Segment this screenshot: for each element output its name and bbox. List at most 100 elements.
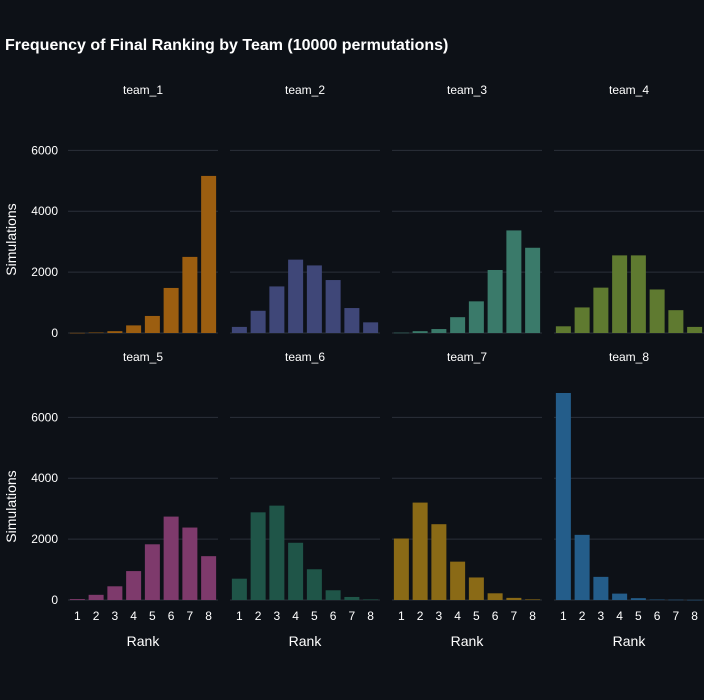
y-tick-label: 0 <box>51 326 58 340</box>
x-tick-label: 5 <box>149 609 156 623</box>
bar <box>393 332 409 334</box>
panel-team-5: team_5 1 2 3 4 5 6 7 8 Rank <box>68 350 218 649</box>
y-tick-label: 0 <box>51 593 58 607</box>
bar <box>574 534 590 600</box>
x-tick-label: 8 <box>367 609 374 623</box>
y-tick-label: 2000 <box>31 532 58 546</box>
y-tick-label: 6000 <box>31 143 58 157</box>
x-tick-label: 3 <box>598 609 605 623</box>
x-tick-label: 2 <box>579 609 586 623</box>
x-axis-label: Rank <box>289 633 323 649</box>
bar <box>231 578 247 600</box>
bar <box>107 331 123 333</box>
bar <box>344 596 360 600</box>
bar <box>687 599 703 601</box>
y-tick-label: 6000 <box>31 410 58 424</box>
x-tick-label: 2 <box>417 609 424 623</box>
panel-title: team_2 <box>285 83 325 97</box>
x-tick-label: 4 <box>130 609 137 623</box>
bar <box>201 175 217 333</box>
x-tick-label: 4 <box>454 609 461 623</box>
bar <box>231 326 247 333</box>
bar <box>506 597 522 600</box>
bar <box>668 599 684 601</box>
bar <box>412 331 428 333</box>
bar <box>431 524 447 600</box>
panel-team-4: team_4 <box>554 83 704 334</box>
x-tick-label: 8 <box>529 609 536 623</box>
bar <box>144 315 160 333</box>
bar <box>574 307 590 333</box>
y-axis-label: Simulations <box>3 470 19 542</box>
panel-title: team_8 <box>609 350 649 364</box>
panel-team-8: team_8 1 2 3 4 5 6 7 8 Rank <box>554 350 704 649</box>
bar <box>69 599 85 600</box>
bar <box>288 542 304 600</box>
x-tick-label: 7 <box>673 609 680 623</box>
panel-title: team_6 <box>285 350 325 364</box>
chart-title: Frequency of Final Ranking by Team (1000… <box>5 37 448 54</box>
bar <box>593 576 609 600</box>
x-tick-label: 3 <box>112 609 119 623</box>
x-axis-label: Rank <box>613 633 647 649</box>
x-axis-label: Rank <box>451 633 485 649</box>
bar <box>163 287 179 333</box>
bar <box>468 577 484 600</box>
x-tick-label: 7 <box>349 609 356 623</box>
y-axis-label: Simulations <box>3 203 19 275</box>
bar <box>363 599 379 600</box>
bar <box>506 230 522 333</box>
bar <box>468 301 484 333</box>
bar <box>126 325 142 333</box>
bar <box>325 280 341 333</box>
bar <box>450 317 466 333</box>
bar <box>69 332 85 334</box>
bar <box>612 255 628 333</box>
y-tick-label: 4000 <box>31 471 58 485</box>
bar <box>288 259 304 333</box>
bar <box>363 322 379 333</box>
bar <box>593 287 609 333</box>
bar <box>269 505 285 600</box>
bar <box>201 556 217 600</box>
panel-team-1: team_1 <box>68 83 218 334</box>
bar <box>250 512 266 600</box>
bar <box>325 590 341 600</box>
x-tick-label: 6 <box>330 609 337 623</box>
bar <box>88 332 104 334</box>
bar <box>487 593 503 600</box>
bar <box>555 393 571 600</box>
x-tick-label: 1 <box>398 609 405 623</box>
x-tick-label: 2 <box>255 609 262 623</box>
x-tick-label: 8 <box>691 609 698 623</box>
x-tick-label: 7 <box>187 609 194 623</box>
bar <box>182 256 198 333</box>
x-tick-label: 1 <box>236 609 243 623</box>
x-tick-label: 6 <box>168 609 175 623</box>
bar <box>306 265 322 333</box>
x-tick-label: 6 <box>492 609 499 623</box>
bar <box>306 569 322 600</box>
x-tick-label: 2 <box>93 609 100 623</box>
bar <box>525 247 541 333</box>
x-tick-label: 6 <box>654 609 661 623</box>
panel-team-2: team_2 <box>230 83 380 334</box>
bar <box>269 286 285 333</box>
bar <box>649 599 665 601</box>
bar <box>487 269 503 333</box>
x-tick-label: 5 <box>473 609 480 623</box>
x-tick-label: 1 <box>74 609 81 623</box>
bar <box>431 329 447 333</box>
x-axis-label: Rank <box>127 633 161 649</box>
x-tick-label: 4 <box>616 609 623 623</box>
bar <box>450 561 466 600</box>
bar <box>163 516 179 600</box>
x-tick-label: 5 <box>635 609 642 623</box>
bar <box>630 255 646 333</box>
panel-team-3: team_3 <box>392 83 542 334</box>
x-tick-label: 4 <box>292 609 299 623</box>
x-tick-label: 3 <box>274 609 281 623</box>
x-tick-label: 8 <box>205 609 212 623</box>
